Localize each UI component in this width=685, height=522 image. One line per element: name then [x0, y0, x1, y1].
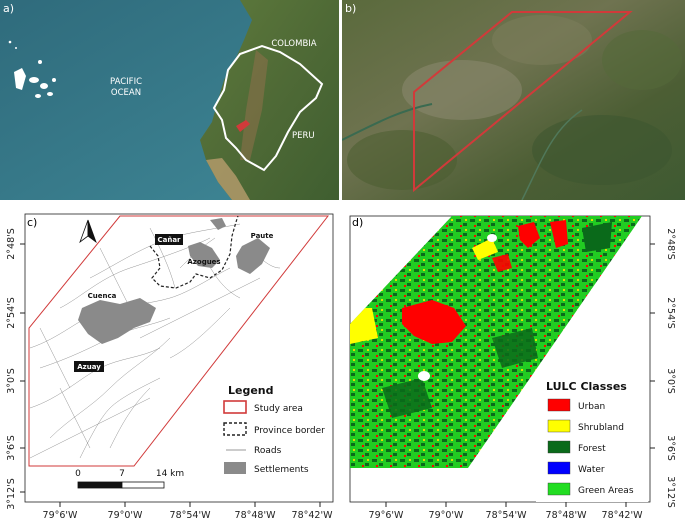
panel-label-c: c)	[27, 216, 38, 229]
y-tick-label: 3°12'S	[6, 478, 17, 510]
label-box-canar	[155, 234, 183, 245]
location-map-svg: COLOMBIA PERU PACIFIC OCEAN	[0, 0, 339, 200]
panel-label-a: a)	[3, 2, 15, 15]
panel-c-reference-map: Cañar Paute Azogues Cuenca Azuay Legend …	[0, 208, 342, 522]
lulc-swatch-shrubland	[547, 419, 571, 433]
x-tick-label-d: 79°0'W	[429, 510, 464, 521]
y-axis-left	[20, 243, 25, 493]
legend-swatch-study-area	[223, 400, 247, 414]
settlements	[78, 218, 270, 344]
country-label-peru: PERU	[292, 131, 315, 141]
panel-b-satellite-image: b)	[342, 0, 685, 200]
ocean-label-line2: OCEAN	[111, 88, 141, 98]
reference-map-svg: Cañar Paute Azogues Cuenca Azuay Legend …	[6, 213, 334, 521]
y-tick-label-right: 2°48'S	[665, 228, 676, 260]
lulc-swatch-green-areas	[547, 482, 571, 496]
y-axis-right	[650, 243, 655, 449]
legend-swatch-settlements	[224, 462, 246, 474]
x-tick-label-d: 78°42'W	[602, 510, 644, 521]
place-label-cuenca: Cuenca	[88, 292, 117, 300]
legend-label-province-border: Province border	[254, 426, 325, 436]
legend-swatch-province-border	[223, 422, 247, 436]
scale-tick-7: 7	[119, 469, 125, 479]
lulc-urban-area	[402, 300, 466, 344]
province-border	[149, 215, 239, 289]
scale-tick-14: 14 km	[156, 469, 184, 479]
lulc-label-water: Water	[578, 465, 605, 475]
y-tick-label-right: 3°0'S	[665, 368, 676, 393]
panel-a-location-map: COLOMBIA PERU PACIFIC OCEAN a)	[0, 0, 339, 200]
x-tick-label: 78°42'W	[292, 510, 334, 521]
x-axis-bottom	[59, 502, 321, 507]
x-tick-label: 79°6'W	[43, 510, 78, 521]
lulc-swatch-water	[547, 461, 571, 475]
place-label-azogues: Azogues	[187, 258, 220, 266]
lulc-map-svg: LULC Classes Urban Shrubland Forest Wate…	[349, 215, 676, 521]
lulc-legend-title: LULC Classes	[546, 380, 627, 393]
panel-d-lulc-map: LULC Classes Urban Shrubland Forest Wate…	[342, 208, 685, 522]
settlement-azogues	[188, 242, 220, 268]
study-area-polygon	[28, 215, 330, 467]
scale-bar	[77, 481, 165, 489]
study-area-marker	[236, 120, 250, 132]
legend-label-settlements: Settlements	[254, 465, 309, 475]
y-tick-label: 3°0'S	[6, 368, 17, 393]
x-tick-label: 78°54'W	[170, 510, 212, 521]
ecuador-border	[212, 44, 324, 172]
settlement-cuenca	[78, 298, 156, 344]
lulc-swatch-forest	[547, 440, 571, 454]
lulc-label-shrubland: Shrubland	[578, 423, 624, 433]
y-tick-label: 2°48'S	[6, 228, 17, 260]
settlement-paute	[236, 238, 270, 274]
legend-label-roads: Roads	[254, 446, 282, 456]
panel-label-b: b)	[345, 2, 357, 15]
x-axis-bottom-d	[385, 502, 627, 507]
lulc-label-green-areas: Green Areas	[578, 486, 634, 496]
north-arrow-icon	[79, 219, 97, 244]
x-tick-label-d: 79°6'W	[369, 510, 404, 521]
x-tick-label-d: 78°54'W	[486, 510, 528, 521]
lulc-label-urban: Urban	[578, 402, 605, 412]
panel-label-d: d)	[352, 216, 364, 229]
satellite-image-svg	[342, 0, 685, 200]
ocean-label-line1: PACIFIC	[110, 77, 142, 87]
x-tick-label: 78°48'W	[235, 510, 277, 521]
legend-label-study-area: Study area	[254, 404, 303, 414]
galapagos-islands	[8, 40, 56, 98]
lulc-label-forest: Forest	[578, 444, 606, 454]
x-tick-label-d: 78°48'W	[546, 510, 588, 521]
legend-title: Legend	[228, 384, 274, 397]
place-label-azuay: Azuay	[77, 363, 101, 371]
label-box-azuay	[74, 361, 104, 372]
study-area-boundary	[413, 11, 633, 193]
lulc-swatch-urban	[547, 398, 571, 412]
lulc-legend-box	[536, 370, 648, 502]
y-tick-label: 2°54'S	[6, 297, 17, 329]
y-tick-label-right: 3°12'S	[665, 476, 676, 508]
y-tick-label-right: 2°54'S	[665, 297, 676, 329]
place-label-canar: Cañar	[157, 236, 181, 244]
x-tick-label: 79°0'W	[108, 510, 143, 521]
place-label-paute: Paute	[251, 232, 274, 240]
scale-tick-0: 0	[75, 469, 81, 479]
y-tick-label: 3°6'S	[6, 435, 17, 460]
country-label-colombia: COLOMBIA	[271, 39, 316, 49]
y-tick-label-right: 3°6'S	[665, 435, 676, 460]
